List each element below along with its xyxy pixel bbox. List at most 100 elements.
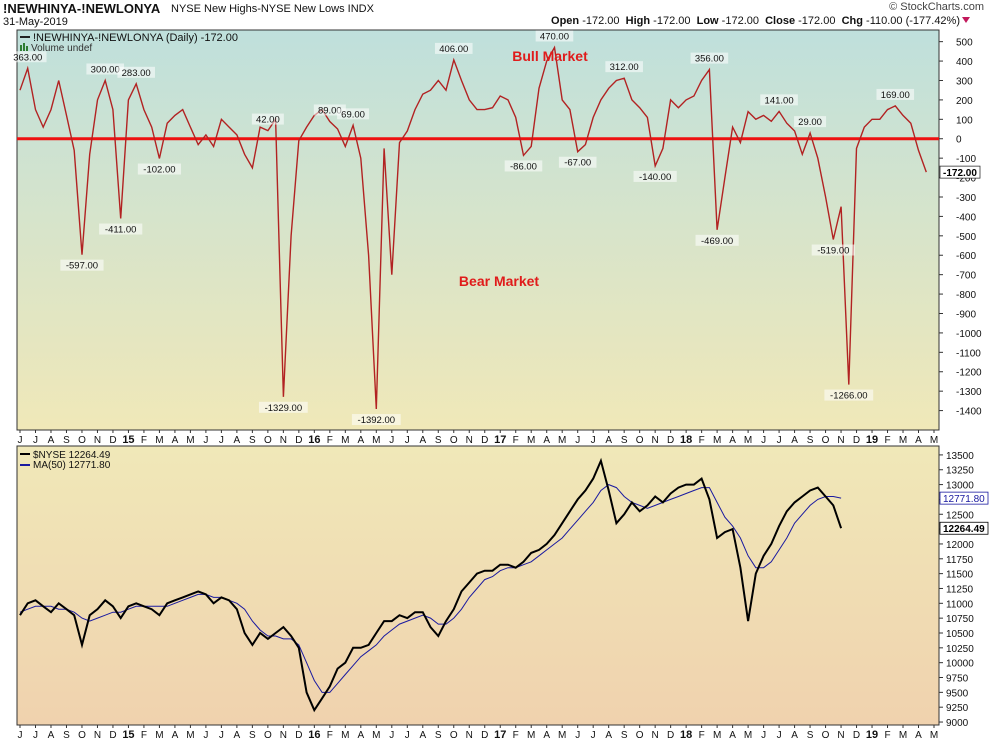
x-tick-label: A: [234, 435, 241, 446]
x-tick-label: N: [837, 435, 844, 446]
x-tick-label: J: [389, 435, 394, 446]
extreme-value-label: 29.00: [798, 117, 822, 128]
x-tick-label: 15: [122, 434, 134, 446]
x-tick-label: D: [295, 435, 302, 446]
x-tick-label: F: [327, 435, 333, 446]
y-tick-label: 9250: [946, 703, 969, 714]
x-tick-label: A: [915, 435, 922, 446]
value-label-box: [794, 116, 827, 128]
x-tick-label: N: [280, 730, 287, 741]
ma-value-box: [939, 491, 989, 505]
extreme-value-label: 169.00: [881, 90, 910, 101]
x-tick-label: J: [203, 730, 208, 741]
high-value: -172.00: [653, 15, 691, 27]
x-tick-label: O: [636, 730, 644, 741]
x-tick-label: N: [466, 730, 473, 741]
x-tick-label: F: [513, 730, 519, 741]
x-tick-label: A: [48, 730, 55, 741]
x-tick-label: J: [33, 730, 38, 741]
ohlc-readout: Open -172.00 High -172.00 Low -172.00 Cl…: [551, 15, 960, 27]
x-tick-label: J: [33, 435, 38, 446]
value-label-box: [337, 108, 370, 120]
x-tick-label: S: [63, 435, 70, 446]
value-label-box: [504, 160, 543, 172]
y-tick-label: -900: [956, 309, 976, 320]
high-label: High: [625, 15, 651, 27]
x-tick-label: O: [450, 730, 458, 741]
x-tick-label: F: [884, 730, 890, 741]
y-tick-label: 100: [956, 115, 973, 126]
x-tick-label: D: [295, 730, 302, 741]
bottom-x-axis: J J A S O N D 15 F M A M J J A S O N D 16 F M A M J J A S O N D 17 F M A M J…: [18, 725, 938, 741]
value-label-box: [99, 223, 143, 235]
x-tick-label: 16: [308, 729, 320, 741]
extreme-value-label: -1392.00: [358, 415, 396, 426]
current-value-tag: -172.00: [939, 165, 981, 179]
y-tick-label: 11500: [946, 570, 974, 581]
x-tick-label: D: [667, 435, 674, 446]
current-value-box: [939, 165, 981, 179]
top-y-axis: 500 400 300 200 100 0 -100 -200 -300 -400 -500 -600…: [939, 38, 982, 418]
top-legend: !NEWHINYA-!NEWLONYA (Daily) -172.00 Volu…: [20, 32, 238, 54]
extreme-value-label: 300.00: [91, 64, 120, 75]
value-label-box: [605, 61, 643, 73]
y-tick-label: 13500: [946, 451, 974, 462]
x-tick-label: S: [807, 435, 814, 446]
x-tick-label: 15: [122, 729, 134, 741]
y-tick-label: 500: [956, 38, 973, 49]
x-tick-label: S: [807, 730, 814, 741]
bottom-panel-background: [16, 445, 940, 726]
y-tick-label: 200: [956, 96, 973, 107]
x-tick-label: M: [899, 730, 907, 741]
x-tick-label: 16: [308, 434, 320, 446]
x-tick-label: M: [372, 435, 380, 446]
x-tick-label: N: [466, 435, 473, 446]
bull-market-label: Bull Market: [512, 48, 588, 64]
hilo-series-line: [19, 45, 927, 410]
value-label-box: [695, 234, 739, 246]
triangle-down-icon[interactable]: [962, 17, 970, 23]
value-label-box: [8, 51, 47, 63]
bottom-legend: $NYSE 12264.49 MA(50) 12771.80: [20, 450, 111, 471]
chg-label: Chg: [841, 15, 863, 27]
y-tick-label: -800: [956, 290, 976, 301]
extreme-value-label: 356.00: [695, 54, 724, 65]
y-tick-label: 11250: [946, 584, 974, 595]
legend-hilo-label: !NEWHINYA-!NEWLONYA (Daily) -172.00: [33, 32, 238, 44]
x-tick-label: M: [930, 730, 938, 741]
x-tick-label: F: [141, 730, 147, 741]
extreme-value-label: 89.00: [318, 105, 342, 116]
y-tick-label: -100: [956, 154, 976, 165]
close-value-text: 12264.49: [943, 524, 985, 535]
close-value: -172.00: [798, 15, 836, 27]
x-tick-label: M: [186, 435, 194, 446]
x-tick-label: S: [435, 435, 442, 446]
x-tick-label: A: [543, 730, 550, 741]
x-tick-label: J: [203, 435, 208, 446]
extreme-value-label: -519.00: [817, 246, 849, 257]
x-tick-label: A: [172, 730, 179, 741]
value-label-box: [60, 259, 104, 271]
value-label-box: [811, 244, 855, 256]
x-tick-label: A: [791, 730, 798, 741]
x-tick-label: F: [884, 435, 890, 446]
x-tick-label: A: [915, 730, 922, 741]
x-tick-label: N: [280, 435, 287, 446]
volume-bars-icon: [20, 43, 28, 51]
x-tick-label: S: [621, 730, 628, 741]
x-tick-label: N: [94, 435, 101, 446]
y-tick-label: 0: [956, 135, 962, 146]
x-tick-label: A: [729, 730, 736, 741]
x-tick-label: J: [219, 435, 224, 446]
current-value-text: -172.00: [943, 168, 977, 179]
chart-date: 31-May-2019: [3, 16, 68, 28]
x-tick-label: 19: [866, 434, 878, 446]
brand-label: © StockCharts.com: [889, 1, 984, 13]
legend-ma-label: MA(50) 12771.80: [33, 460, 111, 471]
bear-market-label: Bear Market: [459, 273, 539, 289]
x-tick-label: J: [777, 730, 782, 741]
x-tick-label: A: [357, 730, 364, 741]
extreme-value-label: -86.00: [510, 161, 537, 172]
value-label-box: [633, 170, 677, 182]
x-tick-label: M: [155, 730, 163, 741]
